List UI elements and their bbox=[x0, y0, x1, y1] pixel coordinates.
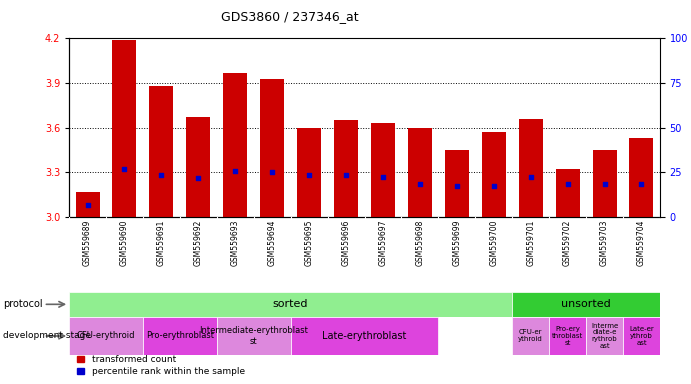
Bar bbox=[623, 317, 660, 355]
Text: unsorted: unsorted bbox=[561, 299, 611, 310]
Text: GSM559695: GSM559695 bbox=[305, 219, 314, 266]
Text: GSM559699: GSM559699 bbox=[453, 219, 462, 266]
Bar bbox=[556, 169, 580, 217]
Text: GSM559693: GSM559693 bbox=[231, 219, 240, 266]
Text: GSM559703: GSM559703 bbox=[600, 219, 609, 266]
Bar bbox=[334, 120, 358, 217]
Bar bbox=[187, 117, 210, 217]
Bar bbox=[75, 192, 100, 217]
Bar bbox=[261, 79, 284, 217]
Text: Intermediate-erythroblast
st: Intermediate-erythroblast st bbox=[199, 326, 308, 346]
Text: GSM559692: GSM559692 bbox=[194, 219, 203, 266]
Bar bbox=[630, 138, 654, 217]
Point bbox=[562, 181, 573, 187]
Bar bbox=[69, 317, 143, 355]
Text: GSM559702: GSM559702 bbox=[563, 219, 572, 266]
Point bbox=[341, 172, 352, 179]
Bar bbox=[223, 73, 247, 217]
Legend: transformed count, percentile rank within the sample: transformed count, percentile rank withi… bbox=[74, 352, 248, 379]
Text: GSM559698: GSM559698 bbox=[415, 219, 424, 266]
Text: GDS3860 / 237346_at: GDS3860 / 237346_at bbox=[221, 10, 359, 23]
Bar bbox=[549, 317, 586, 355]
Text: CFU-erythroid: CFU-erythroid bbox=[77, 331, 135, 341]
Text: GSM559701: GSM559701 bbox=[526, 219, 535, 266]
Bar bbox=[512, 317, 549, 355]
Point bbox=[193, 175, 204, 181]
Point bbox=[229, 168, 240, 174]
Bar bbox=[408, 128, 432, 217]
Bar bbox=[297, 128, 321, 217]
Bar bbox=[586, 317, 623, 355]
Point bbox=[451, 183, 462, 189]
Text: GSM559690: GSM559690 bbox=[120, 219, 129, 266]
Bar bbox=[592, 150, 616, 217]
Text: Interme
diate-e
rythrob
ast: Interme diate-e rythrob ast bbox=[591, 323, 618, 349]
Point bbox=[636, 181, 647, 187]
Text: protocol: protocol bbox=[3, 299, 43, 310]
Text: GSM559697: GSM559697 bbox=[379, 219, 388, 266]
Bar bbox=[217, 317, 291, 355]
Text: GSM559704: GSM559704 bbox=[637, 219, 646, 266]
Point bbox=[119, 166, 130, 172]
Point bbox=[303, 172, 314, 179]
Text: GSM559691: GSM559691 bbox=[157, 219, 166, 266]
Text: GSM559689: GSM559689 bbox=[83, 219, 92, 266]
Bar bbox=[512, 292, 660, 317]
Point bbox=[525, 174, 536, 180]
Bar bbox=[69, 292, 512, 317]
Text: GSM559696: GSM559696 bbox=[341, 219, 350, 266]
Point bbox=[415, 181, 426, 187]
Text: sorted: sorted bbox=[273, 299, 308, 310]
Point bbox=[82, 202, 93, 208]
Point bbox=[377, 174, 388, 180]
Text: development stage: development stage bbox=[3, 331, 91, 341]
Text: Pro-ery
throblast
st: Pro-ery throblast st bbox=[552, 326, 583, 346]
Point bbox=[489, 183, 500, 189]
Text: Late-er
ythrob
ast: Late-er ythrob ast bbox=[629, 326, 654, 346]
Text: GSM559700: GSM559700 bbox=[489, 219, 498, 266]
Point bbox=[156, 172, 167, 179]
Text: Late-erythroblast: Late-erythroblast bbox=[322, 331, 407, 341]
Bar bbox=[519, 119, 542, 217]
Text: CFU-er
ythroid: CFU-er ythroid bbox=[518, 329, 543, 343]
Point bbox=[267, 169, 278, 175]
Text: GSM559694: GSM559694 bbox=[267, 219, 276, 266]
Bar bbox=[371, 123, 395, 217]
Bar bbox=[482, 132, 506, 217]
Bar bbox=[113, 40, 137, 217]
Bar bbox=[143, 317, 217, 355]
Bar bbox=[149, 86, 173, 217]
Bar bbox=[445, 150, 468, 217]
Bar bbox=[291, 317, 438, 355]
Text: Pro-erythroblast: Pro-erythroblast bbox=[146, 331, 214, 341]
Point bbox=[599, 181, 610, 187]
